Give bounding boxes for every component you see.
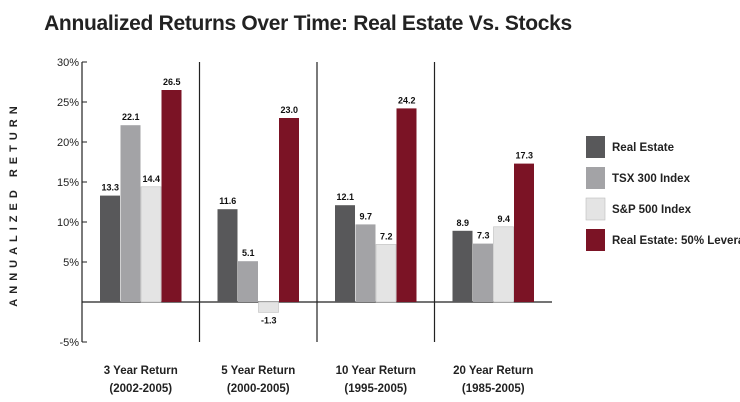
- bar-value-label: 22.1: [122, 112, 140, 122]
- bar-real-estate: [335, 205, 355, 302]
- bar-s-p-500-index: [140, 186, 162, 303]
- category-sublabel: (1995-2005): [344, 383, 407, 395]
- bar-value-label: -1.3: [261, 315, 277, 325]
- legend-swatch: [586, 229, 605, 251]
- bar-value-label: 26.5: [163, 77, 181, 87]
- category-sublabel: (2002-2005): [109, 383, 172, 395]
- bar-s-p-500-index: [375, 244, 397, 303]
- y-axis-label: ANNUALIZED RETURN: [8, 101, 20, 306]
- legend: Real Estate TSX 300 Index S&P 500 Index Rea…: [585, 136, 740, 251]
- y-tick-label: -5%: [59, 337, 79, 349]
- y-tick-label: 25%: [57, 97, 79, 109]
- bar-value-label: 24.2: [398, 95, 416, 105]
- bar-s-p-500-index: [258, 301, 279, 313]
- bar-value-label: 17.3: [515, 151, 533, 161]
- y-tick-label: 15%: [57, 177, 79, 189]
- bar-real-estate: [452, 230, 473, 302]
- bar-value-label: 8.9: [456, 218, 469, 228]
- labels-layer: 13.3 22.1 14.4 26.5 3 Year Return (2002-2005)…: [101, 77, 533, 395]
- legend-label: S&P 500 Index: [612, 204, 692, 216]
- bar-value-label: 14.4: [142, 174, 160, 184]
- bar-value-label: 9.4: [497, 214, 510, 224]
- bar-real-estate-50-leverage: [514, 163, 534, 302]
- y-tick-label: 30%: [57, 57, 79, 69]
- legend-swatch: [585, 197, 606, 221]
- category-sublabel: (2000-2005): [227, 383, 290, 395]
- bar-real-estate: [100, 195, 120, 302]
- bar-s-p-500-index: [493, 226, 514, 303]
- legend-swatch: [586, 136, 605, 158]
- bar-real-estate-50-leverage: [279, 118, 299, 302]
- bars-layer: [100, 90, 534, 313]
- bar-value-label: 7.3: [477, 231, 490, 241]
- bar-value-label: 5.1: [242, 248, 255, 258]
- category-label: 10 Year Return: [336, 365, 416, 377]
- category-label: 20 Year Return: [453, 365, 533, 377]
- bar-tsx-300-index: [355, 224, 376, 302]
- category-label: 5 Year Return: [221, 365, 295, 377]
- y-tick-label: 20%: [57, 137, 79, 149]
- legend-label: Real Estate: [612, 142, 674, 154]
- bar-tsx-300-index: [238, 261, 258, 302]
- bar-tsx-300-index: [473, 243, 493, 302]
- legend-label: TSX 300 Index: [612, 173, 691, 185]
- bar-value-label: 23.0: [280, 105, 298, 115]
- y-tick-label: 5%: [63, 257, 79, 269]
- bar-value-label: 11.6: [219, 196, 236, 206]
- bar-tsx-300-index: [120, 125, 141, 302]
- bar-value-label: 7.2: [380, 231, 393, 241]
- bar-value-label: 9.7: [359, 211, 372, 221]
- bar-value-label: 13.3: [101, 183, 119, 193]
- legend-swatch: [586, 167, 605, 189]
- chart-title: Annualized Returns Over Time: Real Estat…: [44, 12, 572, 35]
- bar-real-estate: [217, 209, 238, 302]
- category-label: 3 Year Return: [104, 365, 178, 377]
- y-tick-label: 10%: [57, 217, 79, 229]
- bar-real-estate-50-leverage: [396, 108, 417, 303]
- bar-real-estate-50-leverage: [161, 90, 182, 302]
- category-sublabel: (1985-2005): [462, 383, 525, 395]
- bar-value-label: 12.1: [336, 192, 354, 202]
- legend-label: Real Estate: 50% Leverage: [612, 235, 740, 247]
- axis-layer: -5% 5% 10% 15% 20% 25% 30% ANNUALIZED RETURN: [8, 57, 552, 349]
